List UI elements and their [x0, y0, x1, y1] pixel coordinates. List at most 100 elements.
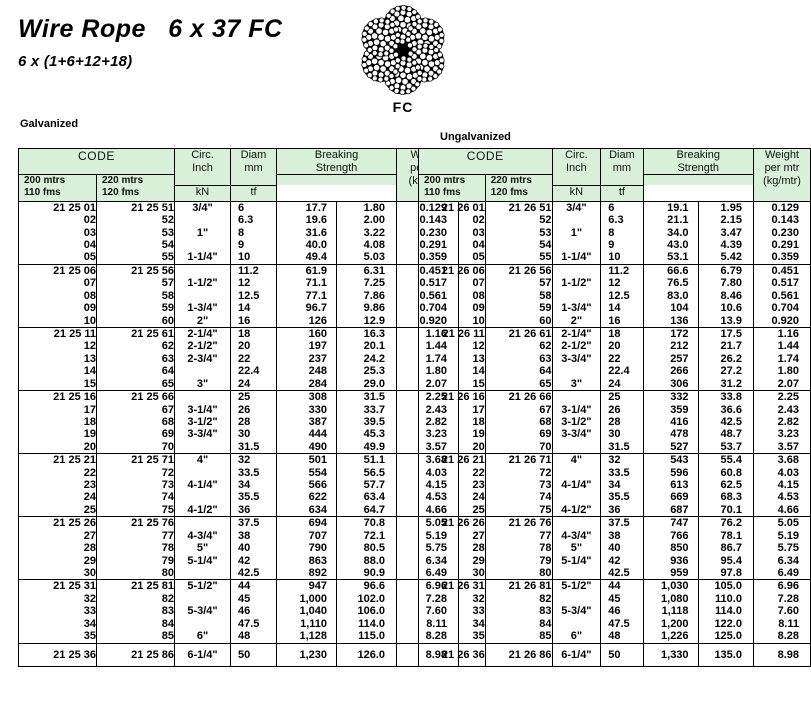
cell-code-200: 21 25 26 27 28 29 30	[18, 516, 97, 581]
cell-code-200: 21 26 21 22 23 24 25	[418, 453, 486, 518]
cell-code-200: 21 25 16 17 18 19 20	[18, 390, 97, 455]
cell-diam-mm: 6 6.3 8 9 10	[230, 200, 277, 265]
cell-breaking-kn: 543 596 613 669 687	[642, 453, 699, 518]
cell-diam-mm: 11.2 12 12.5 14 16	[600, 263, 644, 329]
cell-breaking-kn: 332 359 416 478 527	[642, 390, 699, 455]
cell-breaking-kn: 19.1 21.1 34.0 43.0 53.1	[642, 200, 699, 265]
cell-circ-inch: 3-1/4" 3-1/2" 3-3/4"	[174, 390, 231, 455]
cell-weight-per-mtr: 6.96 7.28 7.60 8.11 8.28	[752, 579, 811, 644]
cell-diam-mm: 50	[600, 642, 644, 667]
cell-breaking-kn: 66.6 76.5 83.0 104 136	[642, 263, 699, 329]
cell-code-220: 21 25 61 62 63 64 65	[96, 326, 175, 392]
construction-subtitle: 6 x (1+6+12+18)	[18, 52, 133, 70]
cell-breaking-tf: 31.5 33.7 39.5 45.3 49.9	[336, 390, 397, 455]
table-row: 21 26 01 02 03 04 05 21 26 51 52 53 54 55…	[418, 200, 811, 265]
cell-breaking-kn: 747 766 850 936 959	[642, 516, 699, 581]
column-header-breaking-strength: Breaking Strength	[276, 147, 397, 176]
cell-diam-mm: 50	[230, 642, 277, 667]
cell-weight-per-mtr: 2.25 2.43 2.82 3.23 3.57	[752, 390, 811, 455]
section-label-galvanized: Galvanized	[20, 118, 79, 130]
cell-code-220: 21 26 56 57 58 59 60	[484, 263, 553, 329]
cell-circ-inch: 4" 4-1/4" 4-1/2"	[174, 453, 231, 518]
cell-diam-mm: 18 20 22 22.4 24	[600, 326, 644, 392]
cell-breaking-tf: 135.0	[697, 642, 754, 667]
cell-weight-per-mtr: 8.98	[752, 642, 811, 667]
cell-circ-inch: 6-1/4"	[551, 642, 602, 667]
cell-breaking-tf: 55.4 60.8 62.5 68.3 70.1	[697, 453, 754, 518]
cell-code-200: 21 25 21 22 23 24 25	[18, 453, 97, 518]
cell-breaking-tf: 1.80 2.00 3.22 4.08 5.03	[336, 200, 397, 265]
cell-code-220: 21 26 61 62 63 64 65	[484, 326, 553, 392]
cell-breaking-kn: 1,230	[276, 642, 337, 667]
cell-code-200: 21 26 06 07 08 09 10	[418, 263, 486, 329]
cell-diam-mm: 25 26 28 30 31.5	[230, 390, 277, 455]
cell-breaking-kn: 501 554 566 622 634	[276, 453, 337, 518]
cell-breaking-tf: 105.0 110.0 114.0 122.0 125.0	[697, 579, 754, 644]
header-row-units: kN tf	[419, 184, 811, 202]
table-row: 21 25 01 02 03 04 05 21 25 51 52 53 54 55…	[18, 200, 459, 265]
column-header-kn: kN	[174, 184, 231, 202]
cell-breaking-kn: 1,330	[642, 642, 699, 667]
cell-code-220: 21 26 76 77 78 79 80	[484, 516, 553, 581]
cell-breaking-kn: 1,030 1,080 1,118 1,200 1,226	[642, 579, 699, 644]
table-row: 21 25 21 22 23 24 25 21 25 71 72 73 74 75…	[18, 453, 459, 518]
page-title: Wire Rope 6 x 37 FC	[18, 15, 283, 43]
column-header-code-220: 220 mtrs 120 fms	[96, 174, 175, 202]
cell-code-220: 21 26 71 72 73 74 75	[484, 453, 553, 518]
cell-diam-mm: 25 26 28 30 31.5	[600, 390, 644, 455]
cell-breaking-tf: 33.8 36.6 42.5 48.7 53.7	[697, 390, 754, 455]
table-row: 21 25 06 07 08 09 10 21 25 56 57 58 59 60…	[18, 263, 459, 329]
cell-code-220: 21 25 81 82 83 84 85	[96, 579, 175, 644]
cell-breaking-tf: 51.1 56.5 57.7 63.4 64.7	[336, 453, 397, 518]
cell-diam-mm: 44 45 46 47.5 48	[230, 579, 277, 644]
column-header-diam: Diam mm	[600, 148, 644, 186]
cell-breaking-tf: 16.3 20.1 24.2 25.3 29.0	[336, 326, 397, 392]
wire-rope-figure: FC	[352, 4, 454, 115]
cell-code-200: 21 26 36	[418, 642, 486, 667]
cell-code-200: 21 25 11 12 13 14 15	[18, 326, 97, 392]
cell-breaking-tf: 17.5 21.7 26.2 27.2 31.2	[697, 326, 754, 392]
cell-circ-inch: 1-1/2" 1-3/4" 2"	[551, 263, 602, 329]
header-row-units: kN tf	[19, 184, 459, 202]
cell-circ-inch: 5-1/2" 5-3/4" 6"	[174, 579, 231, 644]
cell-circ-inch: 3/4" 1" 1-1/4"	[551, 200, 602, 265]
table-row: 21 26 16 17 18 19 20 21 26 66 67 68 69 70…	[418, 390, 811, 455]
cell-breaking-tf: 96.6 102.0 106.0 114.0 115.0	[336, 579, 397, 644]
cell-weight-per-mtr: 3.68 4.03 4.15 4.53 4.66	[752, 453, 811, 518]
table-row: 21 26 26 27 28 29 30 21 26 76 77 78 79 80…	[418, 516, 811, 581]
cell-code-220: 21 25 71 72 73 74 75	[96, 453, 175, 518]
cell-breaking-tf: 76.2 78.1 86.7 95.4 97.8	[697, 516, 754, 581]
cell-breaking-kn: 172 212 257 266 306	[642, 326, 699, 392]
ungalvanized-table-wrapper: CODE Circ. Inch Diam mm Breaking Strength We…	[418, 147, 811, 667]
cell-code-200: 21 26 11 12 13 14 15	[418, 326, 486, 392]
column-header-breaking-spacer	[276, 174, 397, 186]
cell-circ-inch: 3/4" 1" 1-1/4"	[174, 200, 231, 265]
cell-breaking-tf: 126.0	[336, 642, 397, 667]
section-label-ungalvanized: Ungalvanized	[440, 131, 511, 143]
cell-code-200: 21 25 36	[18, 642, 97, 667]
wire-rope-cross-section-icon	[361, 4, 445, 96]
column-header-diam: Diam mm	[230, 148, 277, 186]
table-row: 21 25 26 27 28 29 30 21 25 76 77 78 79 80…	[18, 516, 459, 581]
table-row: 21 26 06 07 08 09 10 21 26 56 57 58 59 60…	[418, 263, 811, 329]
cell-circ-inch: 4-3/4" 5" 5-1/4"	[174, 516, 231, 581]
column-header-code-220: 220 mtrs 120 fms	[484, 174, 553, 202]
table-row: 21 26 21 22 23 24 25 21 26 71 72 73 74 75…	[418, 453, 811, 518]
cell-code-200: 21 26 26 27 28 29 30	[418, 516, 486, 581]
cell-diam-mm: 32 33.5 34 35.5 36	[230, 453, 277, 518]
cell-breaking-kn: 947 1,000 1,040 1,110 1,128	[276, 579, 337, 644]
figure-caption: FC	[392, 99, 414, 115]
cell-code-220: 21 25 76 77 78 79 80	[96, 516, 175, 581]
ungalvanized-spec-table: CODE Circ. Inch Diam mm Breaking Strength We…	[418, 147, 811, 667]
cell-breaking-tf: 1.95 2.15 3.47 4.39 5.42	[697, 200, 754, 265]
cell-code-220: 21 26 51 52 53 54 55	[484, 200, 553, 265]
cell-diam-mm: 11.2 12 12.5 14 16	[230, 263, 277, 329]
column-header-code: CODE	[418, 147, 553, 176]
cell-code-200: 21 25 01 02 03 04 05	[18, 200, 97, 265]
cell-diam-mm: 6 6.3 8 9 10	[600, 200, 644, 265]
cell-breaking-kn: 17.7 19.6 31.6 40.0 49.4	[276, 200, 337, 265]
